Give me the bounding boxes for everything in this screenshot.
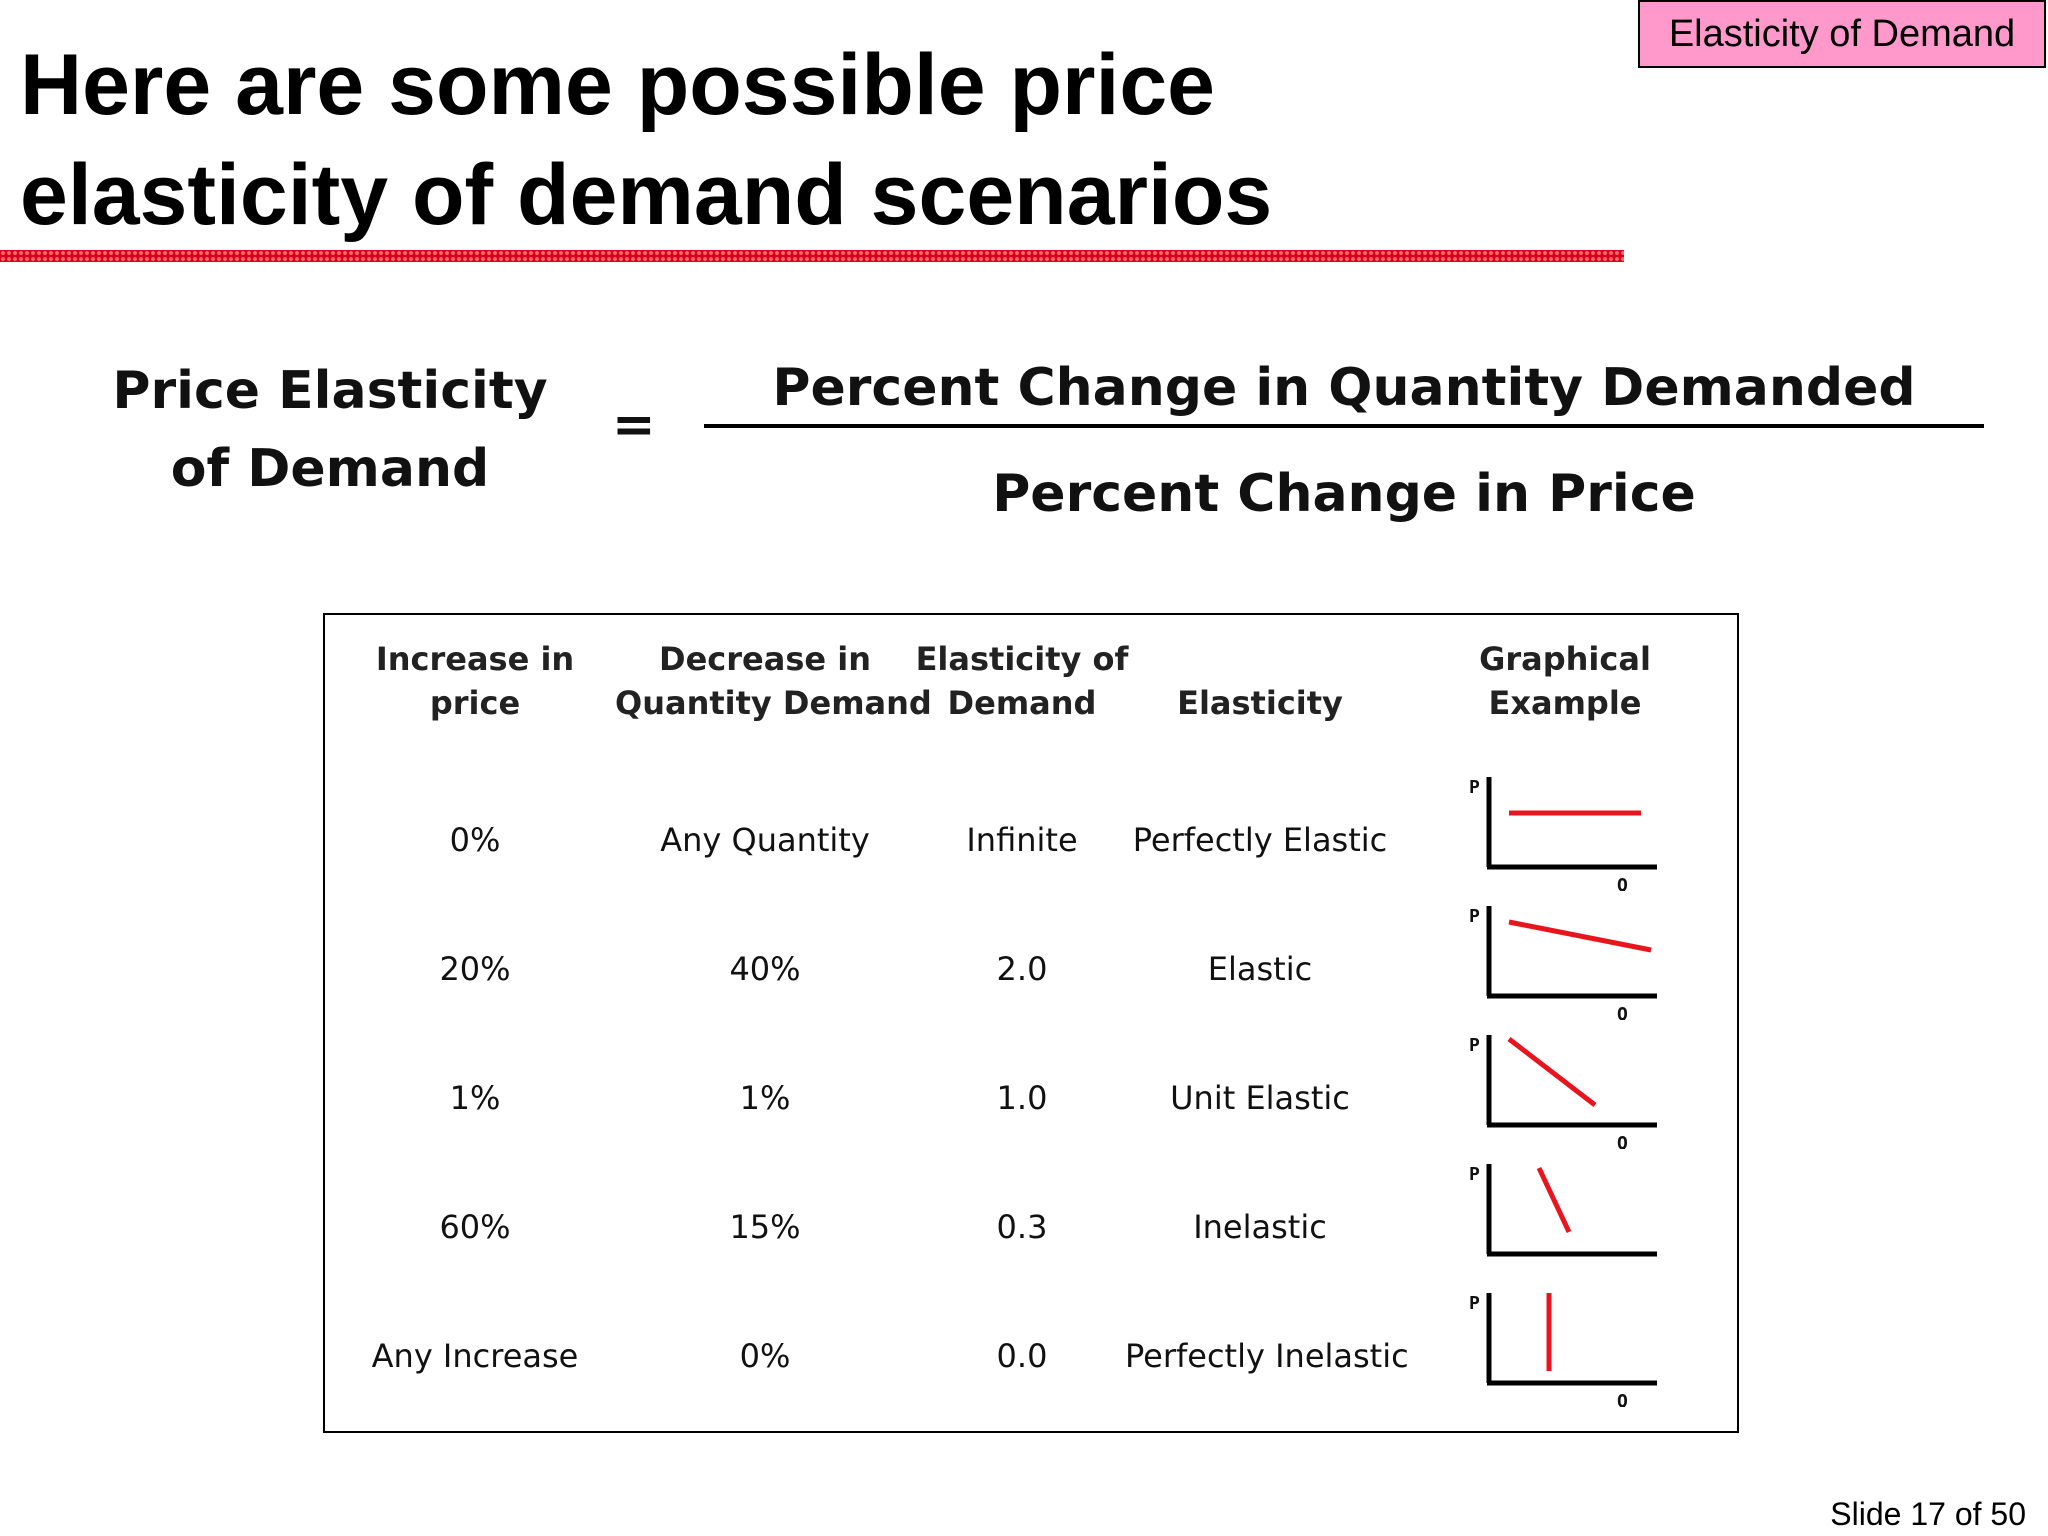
- demand-curve: [1508, 919, 1652, 953]
- cell-increase: 0%: [449, 821, 501, 859]
- axis-label-q: Q: [1617, 1004, 1628, 1020]
- section-tag: Elasticity of Demand: [1638, 0, 2046, 68]
- header-decrease-in-quantity: Decrease in Quantity Demand: [615, 637, 932, 725]
- title-divider: [0, 250, 1624, 262]
- cell-decrease: 15%: [729, 1208, 801, 1246]
- header-graphical-example: Graphical Example: [1435, 637, 1695, 725]
- cell-elasticity-label: Inelastic: [1193, 1208, 1327, 1246]
- cell-elasticity-value: 1.0: [996, 1079, 1048, 1117]
- formula-lhs: Price Elasticity of Demand: [80, 352, 580, 508]
- formula-lhs-line2: of Demand: [170, 439, 490, 499]
- demand-curve: [1536, 1166, 1572, 1234]
- cell-decrease: 1%: [739, 1079, 791, 1117]
- graph-svg: P Q: [1469, 1035, 1657, 1149]
- formula-numerator: Percent Change in Quantity Demanded: [772, 358, 1916, 418]
- header-elasticity: Elasticity: [1125, 637, 1395, 725]
- formula-denominator: Percent Change in Price: [992, 464, 1696, 524]
- axis-label-p: P: [1469, 1293, 1480, 1314]
- graph-perfectly-inelastic: P Q: [1465, 1283, 1725, 1407]
- axis-label-p: P: [1469, 1164, 1480, 1185]
- graph-svg: P Q: [1469, 906, 1657, 1020]
- cell-elasticity-value: 0.0: [996, 1337, 1048, 1375]
- axis-label-p: P: [1469, 1035, 1480, 1056]
- header-increase-in-price: Increase in price: [325, 637, 625, 725]
- header-line: Example: [1488, 684, 1642, 722]
- graph-inelastic: P: [1465, 1154, 1725, 1278]
- header-line: [1125, 637, 1395, 681]
- cell-increase: Any Increase: [371, 1337, 579, 1375]
- cell-elasticity-label: Unit Elastic: [1170, 1079, 1350, 1117]
- cell-decrease: 0%: [739, 1337, 791, 1375]
- header-line: Graphical: [1479, 640, 1651, 678]
- cell-increase: 20%: [439, 950, 511, 988]
- header-line: Quantity Demand: [615, 684, 932, 722]
- cell-elasticity-label: Perfectly Inelastic: [1125, 1337, 1409, 1375]
- slide-number: Slide 17 of 50: [1830, 1496, 2026, 1532]
- graph-svg: P: [1469, 1164, 1657, 1257]
- cell-elasticity-value: 0.3: [996, 1208, 1048, 1246]
- header-line: Elasticity: [1177, 684, 1343, 722]
- header-elasticity-of-demand: Elasticity of Demand: [897, 637, 1147, 725]
- cell-decrease: Any Quantity: [660, 821, 870, 859]
- header-line: Increase in: [375, 640, 575, 678]
- cell-elasticity-label: Elastic: [1207, 950, 1313, 988]
- slide-title-line2: elasticity of demand scenarios: [20, 147, 1273, 243]
- fraction-bar: [704, 424, 1984, 428]
- axis-label-q: Q: [1617, 1391, 1628, 1407]
- graph-svg: P Q: [1469, 777, 1657, 891]
- header-line: Demand: [947, 684, 1097, 722]
- cell-elasticity-value: Infinite: [966, 821, 1078, 859]
- slide-title-line1: Here are some possible price: [20, 37, 1216, 133]
- graph-perfectly-elastic: P Q: [1465, 767, 1725, 891]
- slide-title: Here are some possible price elasticity …: [20, 30, 1272, 250]
- formula-equals-sign: =: [612, 395, 656, 455]
- cell-increase: 60%: [439, 1208, 511, 1246]
- header-line: Decrease in: [659, 640, 871, 678]
- axis-label-q: Q: [1617, 875, 1628, 891]
- cell-decrease: 40%: [729, 950, 801, 988]
- cell-elasticity-value: 2.0: [996, 950, 1048, 988]
- axis-label-p: P: [1469, 777, 1480, 798]
- axis-label-p: P: [1469, 906, 1480, 927]
- elasticity-table: Increase in price Decrease in Quantity D…: [323, 613, 1739, 1433]
- cell-increase: 1%: [449, 1079, 501, 1117]
- axis-label-q: Q: [1617, 1133, 1628, 1149]
- graph-unit-elastic: P Q: [1465, 1025, 1725, 1149]
- graph-svg: P Q: [1469, 1293, 1657, 1407]
- graph-elastic: P Q: [1465, 896, 1725, 1020]
- header-line: price: [429, 684, 521, 722]
- demand-curve: [1507, 1037, 1597, 1107]
- formula-lhs-line1: Price Elasticity: [112, 361, 548, 421]
- header-line: Elasticity of: [915, 640, 1129, 678]
- cell-elasticity-label: Perfectly Elastic: [1132, 821, 1388, 859]
